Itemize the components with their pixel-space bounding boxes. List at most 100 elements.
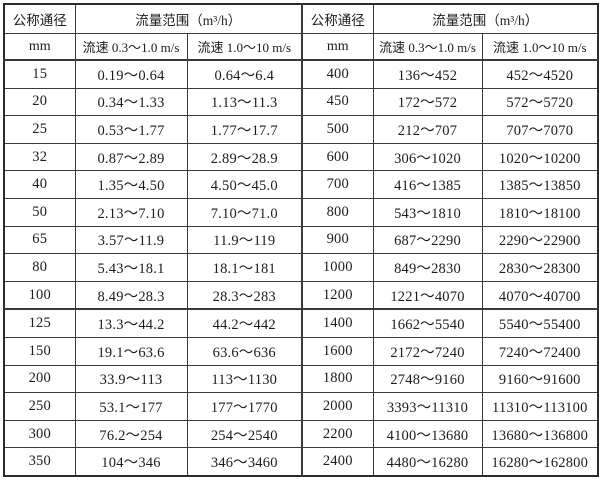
cell-flow-low-right: 1662～5540 — [372, 308, 483, 338]
cell-flow-low-left: 19.1～63.6 — [74, 336, 188, 366]
cell-flow-high-right: 572～5720 — [481, 87, 599, 117]
table-row: 50 2.13～7.10 7.10～71.0 800 543～1810 1810～1810… — [3, 197, 599, 227]
cell-flow-low-right: 3393～11310 — [372, 392, 483, 421]
cell-flow-high-right: 1385～13850 — [481, 170, 599, 199]
cell-dn-left: 40 — [3, 170, 76, 199]
table-row: 80 5.43～18.1 18.1～181 1000 849～2830 2830～2830… — [3, 253, 599, 282]
cell-flow-high-left: 18.1～181 — [186, 253, 303, 282]
cell-flow-high-left: 177～1770 — [186, 392, 303, 421]
table-row: 150 19.1～63.6 63.6～636 1600 2172～7240 7240～72… — [3, 336, 599, 366]
cell-dn-right: 2000 — [301, 392, 374, 421]
cell-flow-high-right: 11310～113100 — [481, 392, 599, 421]
cell-flow-high-left: 1.77～17.7 — [186, 115, 303, 144]
header-dn-left: 公称通径 — [3, 3, 76, 34]
cell-flow-low-right: 416～1385 — [372, 170, 483, 199]
cell-flow-high-right: 7240～72400 — [481, 336, 599, 366]
header-row-2: mm 流速 0.3～1.0 m/s 流速 1.0～10 m/s mm 流速 0.… — [3, 33, 599, 61]
cell-dn-left: 80 — [3, 253, 76, 282]
cell-flow-high-left: 346～3460 — [186, 447, 303, 477]
table-row: 250 53.1～177 177～1770 2000 3393～11310 11310～1… — [3, 392, 599, 421]
cell-flow-high-right: 4070～40700 — [481, 280, 599, 310]
header-velocity-low-left: 流速 0.3～1.0 m/s — [74, 33, 188, 61]
cell-flow-low-left: 53.1～177 — [74, 392, 188, 421]
cell-flow-low-left: 0.19～0.64 — [74, 59, 188, 89]
table-row: 15 0.19～0.64 0.64～6.4 400 136～452 452～4520 — [3, 59, 599, 89]
table-row: 32 0.87～2.89 2.89～28.9 600 306～1020 1020～1020… — [3, 142, 599, 172]
cell-flow-low-right: 849～2830 — [372, 253, 483, 282]
cell-flow-high-left: 28.3～283 — [186, 280, 303, 310]
cell-flow-low-right: 543～1810 — [372, 197, 483, 227]
cell-flow-low-left: 1.35～4.50 — [74, 170, 188, 199]
table-row: 350 104～346 346～3460 2400 4480～16280 16280～16… — [3, 447, 599, 477]
table-row: 125 13.3～44.2 44.2～442 1400 1662～5540 5540～55… — [3, 308, 599, 338]
cell-flow-low-left: 0.87～2.89 — [74, 142, 188, 172]
cell-flow-high-left: 2.89～28.9 — [186, 142, 303, 172]
cell-dn-right: 2400 — [301, 447, 374, 477]
cell-dn-right: 900 — [301, 225, 374, 255]
cell-flow-high-left: 7.10～71.0 — [186, 197, 303, 227]
header-velocity-high-right: 流速 1.0～10 m/s — [481, 33, 599, 61]
cell-flow-low-left: 8.49～28.3 — [74, 280, 188, 310]
cell-flow-high-left: 254～2540 — [186, 419, 303, 449]
cell-dn-right: 600 — [301, 142, 374, 172]
table-row: 40 1.35～4.50 4.50～45.0 700 416～1385 1385～1385… — [3, 170, 599, 199]
cell-flow-high-right: 2290～22900 — [481, 225, 599, 255]
cell-flow-low-right: 2172～7240 — [372, 336, 483, 366]
cell-dn-left: 25 — [3, 115, 76, 144]
cell-dn-right: 500 — [301, 115, 374, 144]
cell-flow-low-left: 0.53～1.77 — [74, 115, 188, 144]
cell-dn-right: 800 — [301, 197, 374, 227]
cell-flow-low-right: 687～2290 — [372, 225, 483, 255]
table-header: 公称通径 流量范围（m³/h） 公称通径 流量范围（m³/h） mm 流速 0.… — [3, 3, 599, 61]
cell-flow-high-left: 113～1130 — [186, 364, 303, 394]
cell-flow-high-left: 11.9～119 — [186, 225, 303, 255]
cell-dn-left: 100 — [3, 280, 76, 310]
cell-flow-high-right: 16280～162800 — [481, 447, 599, 477]
cell-dn-right: 450 — [301, 87, 374, 117]
cell-dn-right: 1200 — [301, 280, 374, 310]
header-flow-range-right: 流量范围（m³/h） — [372, 3, 599, 34]
cell-flow-low-right: 212～707 — [372, 115, 483, 144]
cell-dn-left: 65 — [3, 225, 76, 255]
cell-dn-left: 50 — [3, 197, 76, 227]
header-velocity-high-left: 流速 1.0～10 m/s — [186, 33, 303, 61]
cell-dn-right: 400 — [301, 59, 374, 89]
table-row: 200 33.9～113 113～1130 1800 2748～9160 9160～916… — [3, 364, 599, 394]
cell-flow-low-left: 33.9～113 — [74, 364, 188, 394]
cell-flow-low-left: 76.2～254 — [74, 419, 188, 449]
cell-dn-left: 32 — [3, 142, 76, 172]
table-row: 65 3.57～11.9 11.9～119 900 687～2290 2290～22900 — [3, 225, 599, 255]
cell-flow-low-right: 306～1020 — [372, 142, 483, 172]
table-body: 15 0.19～0.64 0.64～6.4 400 136～452 452～4520 20 0… — [3, 59, 599, 477]
cell-flow-low-right: 136～452 — [372, 59, 483, 89]
cell-flow-low-right: 4480～16280 — [372, 447, 483, 477]
cell-flow-high-right: 5540～55400 — [481, 308, 599, 338]
cell-dn-left: 250 — [3, 392, 76, 421]
cell-flow-low-right: 1221～4070 — [372, 280, 483, 310]
cell-flow-high-left: 4.50～45.0 — [186, 170, 303, 199]
cell-flow-high-left: 44.2～442 — [186, 308, 303, 338]
flow-range-table: 公称通径 流量范围（m³/h） 公称通径 流量范围（m³/h） mm 流速 0.… — [3, 3, 599, 477]
cell-flow-high-left: 63.6～636 — [186, 336, 303, 366]
cell-dn-left: 350 — [3, 447, 76, 477]
cell-flow-low-left: 3.57～11.9 — [74, 225, 188, 255]
cell-flow-low-left: 104～346 — [74, 447, 188, 477]
header-row-1: 公称通径 流量范围（m³/h） 公称通径 流量范围（m³/h） — [3, 3, 599, 34]
cell-flow-high-left: 0.64～6.4 — [186, 59, 303, 89]
header-unit-left: mm — [3, 33, 76, 61]
cell-flow-high-left: 1.13～11.3 — [186, 87, 303, 117]
cell-flow-high-right: 9160～91600 — [481, 364, 599, 394]
cell-dn-left: 20 — [3, 87, 76, 117]
header-unit-right: mm — [301, 33, 374, 61]
table-row: 100 8.49～28.3 28.3～283 1200 1221～4070 4070～40… — [3, 280, 599, 310]
cell-flow-low-left: 5.43～18.1 — [74, 253, 188, 282]
cell-flow-low-right: 2748～9160 — [372, 364, 483, 394]
cell-dn-right: 2200 — [301, 419, 374, 449]
cell-dn-right: 700 — [301, 170, 374, 199]
cell-flow-high-right: 707～7070 — [481, 115, 599, 144]
cell-flow-low-left: 0.34～1.33 — [74, 87, 188, 117]
cell-flow-low-left: 2.13～7.10 — [74, 197, 188, 227]
cell-dn-right: 1400 — [301, 308, 374, 338]
cell-flow-high-right: 1020～10200 — [481, 142, 599, 172]
